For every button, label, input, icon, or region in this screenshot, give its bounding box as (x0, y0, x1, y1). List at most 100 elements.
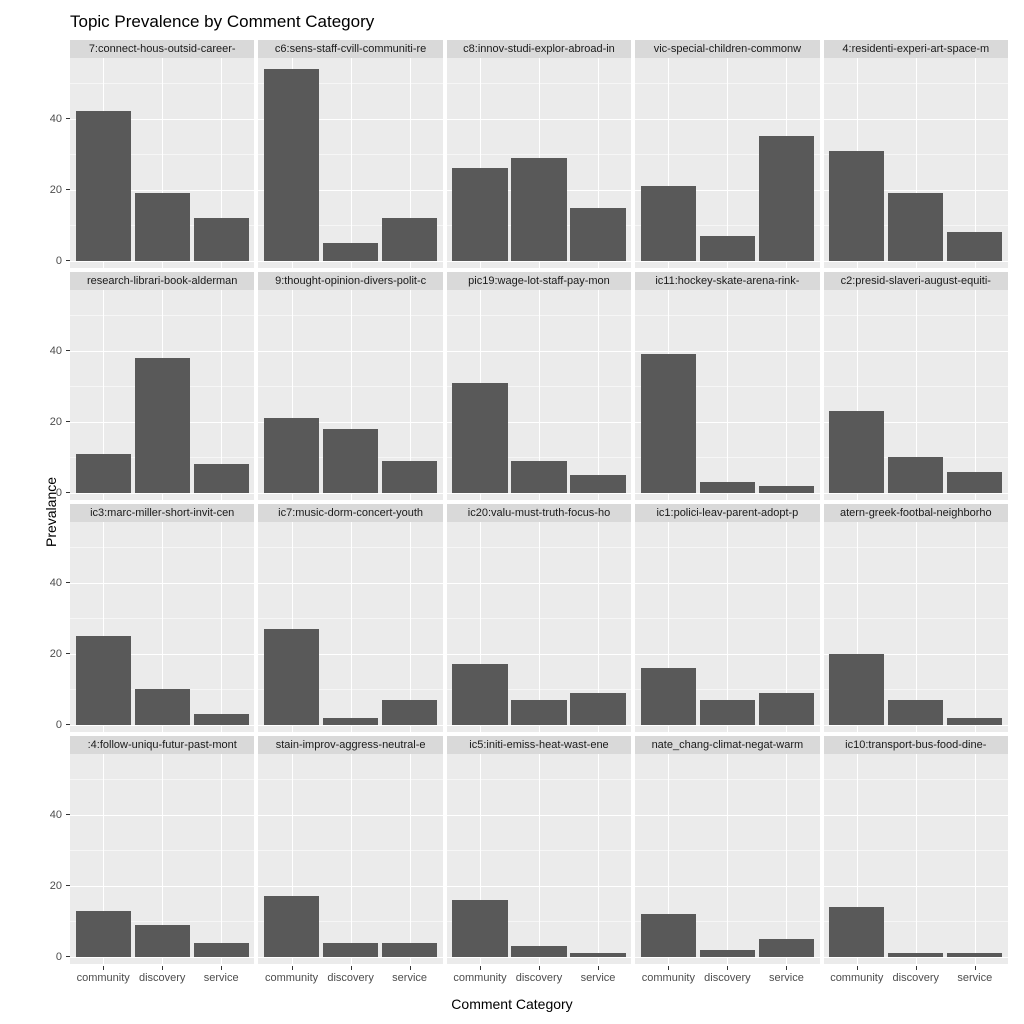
bar (829, 151, 884, 261)
bar (759, 486, 814, 493)
x-tick-label: service (769, 972, 804, 984)
plot-area (70, 290, 254, 500)
y-tick-label: 20 (50, 416, 62, 428)
bar (511, 461, 566, 493)
x-axis-label: Comment Category (451, 996, 572, 1012)
plot-area (70, 58, 254, 268)
x-tick-label: service (204, 972, 239, 984)
y-tick-label: 20 (50, 648, 62, 660)
panel-strip: ic11:hockey-skate-arena-rink- (635, 272, 819, 290)
bar (759, 939, 814, 957)
bar (76, 454, 131, 493)
bar (947, 232, 1002, 260)
bar (888, 193, 943, 261)
bar (264, 418, 319, 493)
y-tick-label: 0 (56, 487, 62, 499)
y-tick-label: 40 (50, 577, 62, 589)
bar (323, 718, 378, 725)
y-tick-label: 0 (56, 951, 62, 963)
bar (135, 689, 190, 725)
x-tick-label: community (77, 972, 130, 984)
panel-strip: 4:residenti-experi-art-space-m (824, 40, 1008, 58)
plot-area (824, 290, 1008, 500)
bar (135, 193, 190, 261)
panel-strip: nate_chang-climat-negat-warm (635, 736, 819, 754)
bar (264, 896, 319, 957)
plot-area (258, 290, 442, 500)
bar (641, 668, 696, 725)
panel-strip: :4:follow-uniqu-futur-past-mont (70, 736, 254, 754)
panel-strip: c8:innov-studi-explor-abroad-in (447, 40, 631, 58)
panel: nate_chang-climat-negat-warm (635, 736, 819, 964)
bar (264, 69, 319, 261)
panel: vic-special-children-commonw (635, 40, 819, 268)
bar (700, 950, 755, 957)
panel: 4:residenti-experi-art-space-m (824, 40, 1008, 268)
x-tick-label: discovery (704, 972, 750, 984)
bar (700, 482, 755, 493)
bar (829, 411, 884, 493)
panel-strip: ic1:polici-leav-parent-adopt-p (635, 504, 819, 522)
plot-area (824, 58, 1008, 268)
panel: c8:innov-studi-explor-abroad-in (447, 40, 631, 268)
bar (323, 429, 378, 493)
panel: c6:sens-staff-cvill-communiti-re (258, 40, 442, 268)
bar (452, 664, 507, 725)
bar (323, 243, 378, 261)
plot-area (635, 754, 819, 964)
bar (194, 218, 249, 261)
bar (135, 358, 190, 493)
bar (382, 943, 437, 957)
x-tick-label: service (957, 972, 992, 984)
y-tick-label: 40 (50, 113, 62, 125)
bar (641, 186, 696, 261)
panel-strip: stain-improv-aggress-neutral-e (258, 736, 442, 754)
bar (888, 953, 943, 957)
x-tick-label: discovery (516, 972, 562, 984)
plot-area (447, 58, 631, 268)
bar (452, 383, 507, 493)
bar (641, 914, 696, 957)
panel: c2:presid-slaveri-august-equiti- (824, 272, 1008, 500)
panel: 9:thought-opinion-divers-polit-c (258, 272, 442, 500)
bar (382, 461, 437, 493)
panel: :4:follow-uniqu-futur-past-mont (70, 736, 254, 964)
bar (947, 953, 1002, 957)
x-tick-label: community (642, 972, 695, 984)
panel: ic3:marc-miller-short-invit-cen (70, 504, 254, 732)
bar (76, 636, 131, 725)
bar (759, 136, 814, 261)
bar (570, 953, 625, 957)
plot-area (824, 754, 1008, 964)
panel-strip: c2:presid-slaveri-august-equiti- (824, 272, 1008, 290)
plot-area (635, 58, 819, 268)
y-tick-label: 40 (50, 809, 62, 821)
bar (947, 718, 1002, 725)
chart-title: Topic Prevalence by Comment Category (70, 12, 374, 32)
bar (570, 475, 625, 493)
x-tick-label: service (392, 972, 427, 984)
bar (135, 925, 190, 957)
bar (888, 700, 943, 725)
bar (570, 693, 625, 725)
bar (194, 714, 249, 725)
panel-strip: atern-greek-footbal-neighborho (824, 504, 1008, 522)
plot-area (258, 58, 442, 268)
plot-area (824, 522, 1008, 732)
x-tick-label: discovery (893, 972, 939, 984)
panel: stain-improv-aggress-neutral-e (258, 736, 442, 964)
bar (829, 654, 884, 725)
plot-area (258, 522, 442, 732)
bar (194, 943, 249, 957)
plot-area (447, 522, 631, 732)
bar (700, 236, 755, 261)
bar (511, 158, 566, 261)
x-tick-label: community (453, 972, 506, 984)
bar (700, 700, 755, 725)
plot-area (70, 522, 254, 732)
panel-grid: 7:connect-hous-outsid-career-c6:sens-sta… (70, 40, 1008, 964)
x-tick-label: discovery (139, 972, 185, 984)
y-tick-column: 02040020400204002040 (40, 40, 66, 964)
plot-area (447, 754, 631, 964)
panel: research-librari-book-alderman (70, 272, 254, 500)
